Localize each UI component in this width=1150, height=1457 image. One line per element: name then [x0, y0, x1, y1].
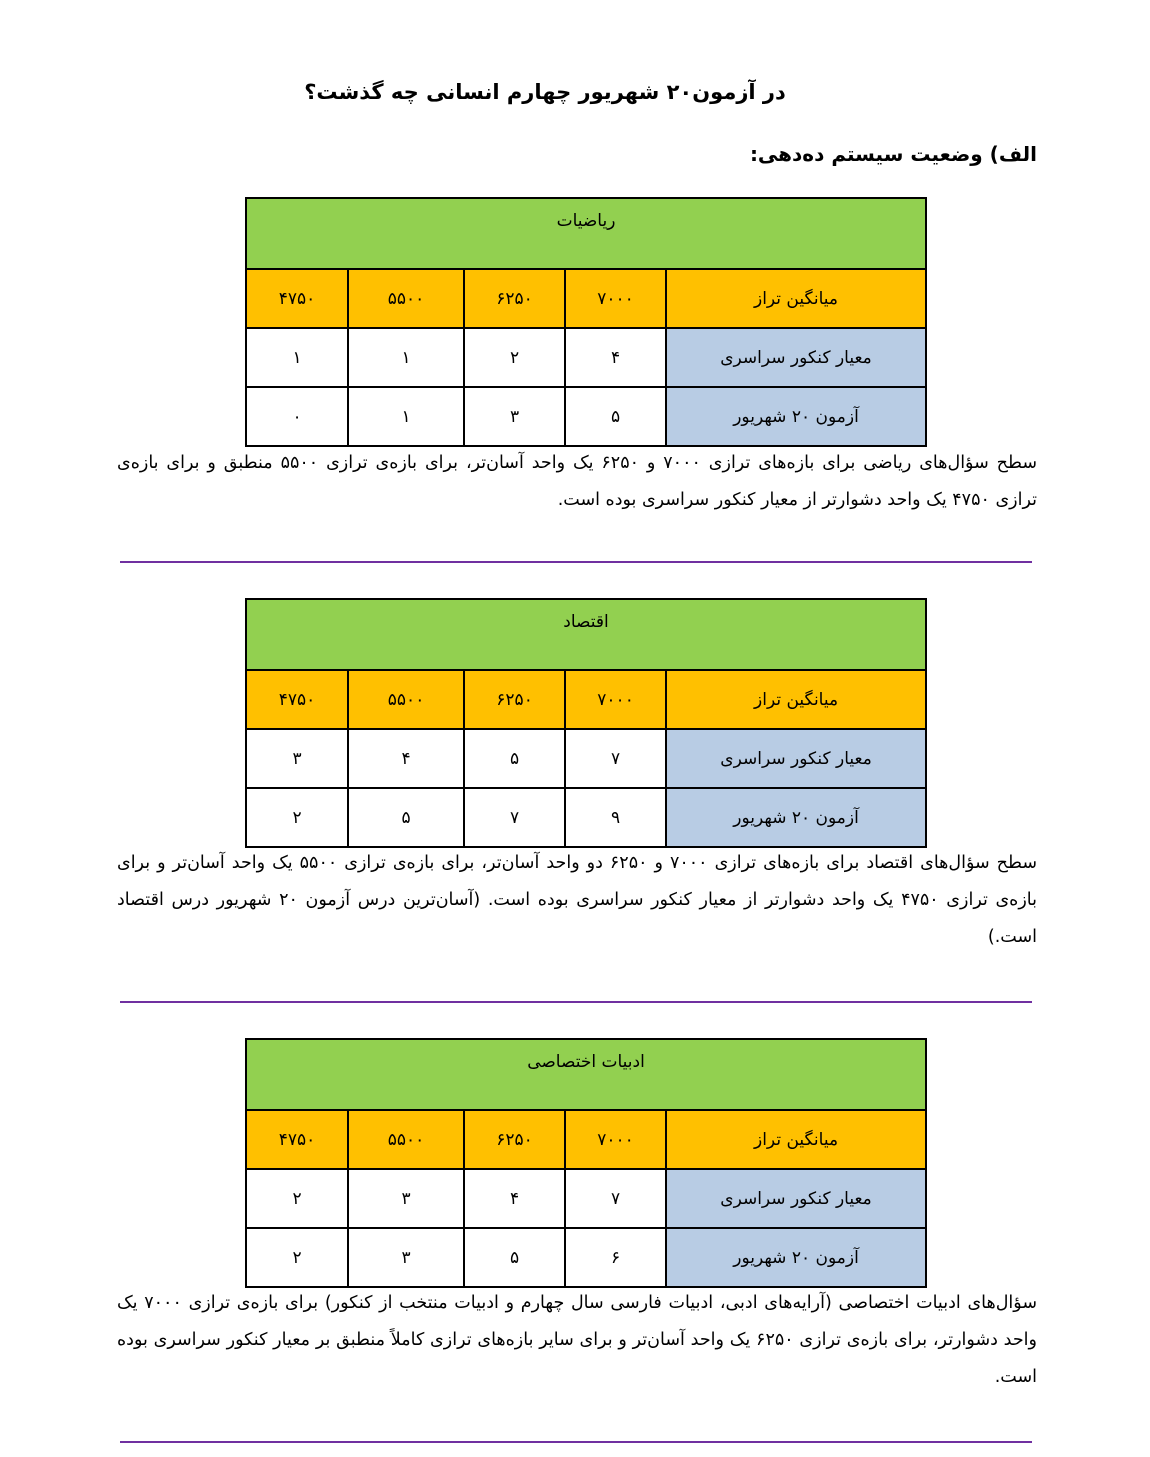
header-row: میانگین تراز ۷۰۰۰ ۶۲۵۰ ۵۵۰۰ ۴۷۵۰ — [244, 268, 928, 329]
header-cell: میانگین تراز — [665, 1109, 928, 1170]
value-cell: ۵ — [463, 728, 567, 789]
score-table: ادبیات اختصاصی میانگین تراز ۷۰۰۰ ۶۲۵۰ ۵۵۰۰ ۴۷… — [244, 1038, 928, 1288]
table-row: معیار کنکور سراسری ۴ ۲ ۱ ۱ — [244, 327, 928, 388]
row-label: آزمون ۲۰ شهریور — [665, 1227, 928, 1288]
score-table: ریاضیات میانگین تراز ۷۰۰۰ ۶۲۵۰ ۵۵۰۰ ۴۷۵۰ معیار… — [244, 197, 928, 447]
row-label: معیار کنکور سراسری — [665, 728, 928, 789]
value-cell: ۵ — [347, 787, 466, 848]
header-cell: میانگین تراز — [665, 268, 928, 329]
value-cell: ۱ — [347, 327, 466, 388]
header-row: میانگین تراز ۷۰۰۰ ۶۲۵۰ ۵۵۰۰ ۴۷۵۰ — [244, 669, 928, 730]
header-cell: میانگین تراز — [665, 669, 928, 730]
header-cell: ۴۷۵۰ — [244, 669, 350, 730]
value-cell: ۵ — [463, 1227, 567, 1288]
score-table: اقتصاد میانگین تراز ۷۰۰۰ ۶۲۵۰ ۵۵۰۰ ۴۷۵۰ معیار … — [244, 598, 928, 848]
value-cell: ۳ — [347, 1168, 466, 1229]
row-label: معیار کنکور سراسری — [665, 327, 928, 388]
subject-title: ادبیات اختصاصی — [244, 1038, 928, 1111]
table-row: آزمون ۲۰ شهریور ۹ ۷ ۵ ۲ — [244, 787, 928, 848]
section-heading: الف) وضعیت سیستم ده‌دهی: — [749, 142, 1037, 166]
header-cell: ۵۵۰۰ — [347, 1109, 466, 1170]
value-cell: ۲ — [244, 787, 350, 848]
value-cell: ۳ — [463, 386, 567, 447]
value-cell: ۳ — [244, 728, 350, 789]
value-cell: ۷ — [463, 787, 567, 848]
header-cell: ۷۰۰۰ — [564, 268, 668, 329]
subject-title: اقتصاد — [244, 598, 928, 671]
value-cell: ۲ — [463, 327, 567, 388]
value-cell: ۶ — [564, 1227, 668, 1288]
analysis-paragraph: سطح سؤال‌های ریاضی برای بازه‌های ترازی ۷… — [117, 453, 1037, 510]
header-cell: ۵۵۰۰ — [347, 268, 466, 329]
table-row: آزمون ۲۰ شهریور ۶ ۵ ۳ ۲ — [244, 1227, 928, 1288]
divider — [120, 1001, 1032, 1003]
value-cell: ۷ — [564, 1168, 668, 1229]
subject-title: ریاضیات — [244, 197, 928, 270]
page-title: در آزمون۲۰ شهریور چهارم انسانی چه گذشت؟ — [304, 80, 786, 104]
value-cell: ۲ — [244, 1168, 350, 1229]
table-row: معیار کنکور سراسری ۷ ۵ ۴ ۳ — [244, 728, 928, 789]
table-row: آزمون ۲۰ شهریور ۵ ۳ ۱ ۰ — [244, 386, 928, 447]
value-cell: ۱ — [347, 386, 466, 447]
header-cell: ۷۰۰۰ — [564, 669, 668, 730]
divider — [120, 1441, 1032, 1443]
value-cell: ۳ — [347, 1227, 466, 1288]
row-label: معیار کنکور سراسری — [665, 1168, 928, 1229]
row-label: آزمون ۲۰ شهریور — [665, 386, 928, 447]
value-cell: ۷ — [564, 728, 668, 789]
value-cell: ۲ — [244, 1227, 350, 1288]
table-row: معیار کنکور سراسری ۷ ۴ ۳ ۲ — [244, 1168, 928, 1229]
value-cell: ۰ — [244, 386, 350, 447]
header-cell: ۶۲۵۰ — [463, 268, 567, 329]
value-cell: ۴ — [347, 728, 466, 789]
value-cell: ۹ — [564, 787, 668, 848]
header-cell: ۷۰۰۰ — [564, 1109, 668, 1170]
analysis-paragraph: سؤال‌های ادبیات اختصاصی (آرایه‌های ادبی،… — [117, 1293, 1037, 1387]
value-cell: ۴ — [564, 327, 668, 388]
header-row: میانگین تراز ۷۰۰۰ ۶۲۵۰ ۵۵۰۰ ۴۷۵۰ — [244, 1109, 928, 1170]
value-cell: ۵ — [564, 386, 668, 447]
divider — [120, 561, 1032, 563]
header-cell: ۴۷۵۰ — [244, 1109, 350, 1170]
header-cell: ۵۵۰۰ — [347, 669, 466, 730]
row-label: آزمون ۲۰ شهریور — [665, 787, 928, 848]
header-cell: ۴۷۵۰ — [244, 268, 350, 329]
header-cell: ۶۲۵۰ — [463, 1109, 567, 1170]
header-cell: ۶۲۵۰ — [463, 669, 567, 730]
analysis-paragraph: سطح سؤال‌های اقتصاد برای بازه‌های ترازی … — [117, 853, 1037, 947]
value-cell: ۱ — [244, 327, 350, 388]
value-cell: ۴ — [463, 1168, 567, 1229]
